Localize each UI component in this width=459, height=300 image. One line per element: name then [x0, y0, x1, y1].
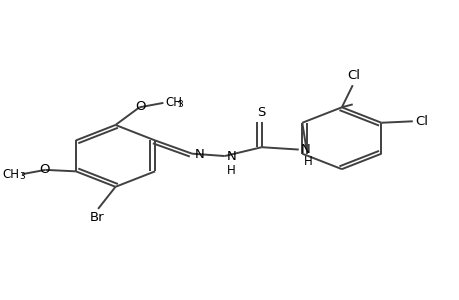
- Text: S: S: [256, 106, 264, 118]
- Text: methyl: methyl: [177, 102, 182, 103]
- Text: H: H: [303, 155, 312, 168]
- Text: Br: Br: [89, 211, 104, 224]
- Text: 3: 3: [19, 172, 25, 181]
- Text: CH: CH: [2, 168, 19, 181]
- Text: N: N: [194, 148, 203, 161]
- Text: H: H: [227, 164, 235, 177]
- Text: Cl: Cl: [347, 69, 359, 82]
- Text: CH: CH: [165, 96, 182, 110]
- Text: 3: 3: [177, 100, 183, 109]
- Text: O: O: [135, 100, 146, 113]
- Text: Cl: Cl: [414, 115, 427, 128]
- Text: N: N: [300, 143, 309, 156]
- Text: N: N: [226, 149, 236, 163]
- Text: O: O: [39, 164, 49, 176]
